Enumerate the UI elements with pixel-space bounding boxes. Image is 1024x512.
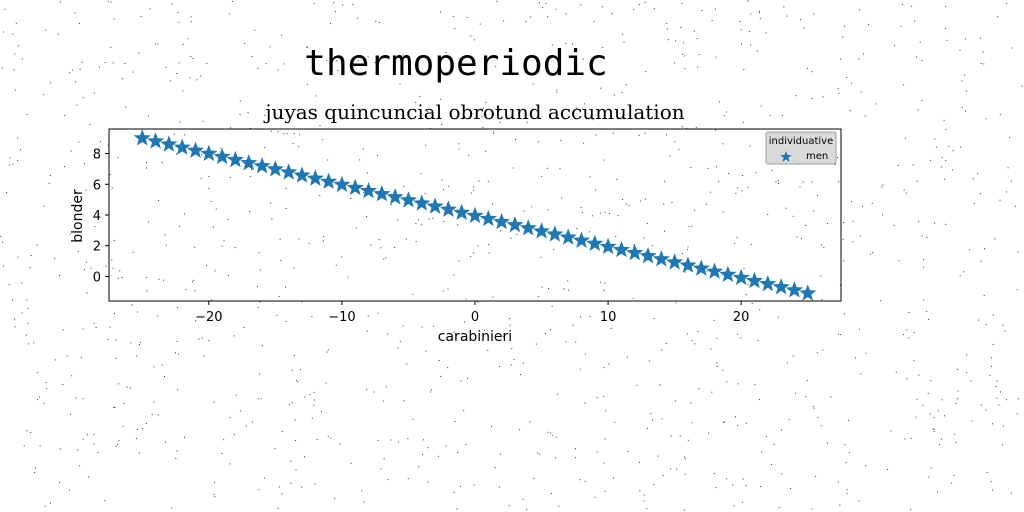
data-point bbox=[559, 228, 577, 245]
data-point bbox=[333, 175, 351, 193]
data-point bbox=[133, 129, 151, 146]
data-point bbox=[266, 160, 284, 177]
y-tick-label: 6 bbox=[93, 178, 101, 193]
data-point bbox=[546, 225, 564, 242]
data-point bbox=[706, 262, 724, 279]
data-point bbox=[186, 141, 205, 158]
y-axis: 0 2 4 6 8 bbox=[93, 148, 109, 285]
data-point bbox=[439, 200, 457, 217]
legend-star-icon bbox=[780, 151, 792, 162]
data-point bbox=[346, 178, 364, 196]
x-axis: −20 −10 0 10 20 bbox=[195, 301, 749, 325]
data-point bbox=[359, 181, 378, 199]
data-point bbox=[692, 259, 710, 276]
data-point bbox=[493, 212, 511, 230]
x-tick-label: 10 bbox=[600, 310, 617, 325]
legend-title: individuative bbox=[769, 136, 834, 147]
data-point bbox=[413, 194, 431, 211]
data-point bbox=[306, 169, 324, 186]
data-point bbox=[652, 250, 670, 267]
legend-entry-men: men bbox=[806, 151, 828, 162]
series-men bbox=[133, 129, 817, 301]
data-point bbox=[320, 172, 338, 189]
x-tick-label: 20 bbox=[733, 310, 750, 325]
data-point bbox=[626, 243, 644, 261]
data-point bbox=[200, 144, 218, 162]
data-point bbox=[785, 281, 803, 298]
data-point bbox=[719, 265, 737, 282]
legend: individuative men bbox=[765, 131, 837, 165]
y-axis-label: blonder bbox=[70, 189, 86, 243]
data-point bbox=[532, 222, 551, 239]
data-point bbox=[572, 231, 591, 248]
data-point bbox=[679, 256, 697, 273]
data-point bbox=[599, 237, 617, 255]
data-point bbox=[759, 275, 777, 292]
data-point bbox=[293, 166, 311, 183]
x-tick-label: −10 bbox=[328, 310, 355, 325]
y-tick-label: 8 bbox=[93, 148, 101, 163]
figure-suptitle: thermoperiodic bbox=[304, 43, 607, 84]
data-point bbox=[506, 216, 524, 233]
data-point bbox=[160, 135, 178, 152]
y-tick-label: 4 bbox=[93, 209, 101, 224]
x-axis-label: carabinieri bbox=[438, 329, 512, 345]
y-tick-label: 2 bbox=[93, 240, 101, 255]
data-point bbox=[519, 219, 537, 236]
data-point bbox=[586, 234, 604, 251]
data-point bbox=[453, 203, 471, 220]
data-point bbox=[399, 191, 418, 208]
data-point bbox=[479, 209, 497, 227]
x-tick-label: −20 bbox=[195, 310, 222, 325]
data-point bbox=[147, 132, 165, 149]
data-point bbox=[386, 188, 404, 205]
chart-title: juyas quincuncial obrotund accumulation bbox=[263, 100, 684, 124]
data-point bbox=[466, 206, 484, 224]
data-point bbox=[240, 154, 258, 171]
data-point bbox=[280, 163, 298, 180]
data-point bbox=[639, 247, 657, 264]
data-point bbox=[612, 240, 630, 258]
data-point bbox=[226, 150, 244, 168]
y-tick-label: 0 bbox=[93, 270, 101, 285]
data-point bbox=[373, 185, 391, 202]
data-point bbox=[253, 157, 271, 174]
data-point bbox=[173, 138, 191, 155]
x-tick-label: 0 bbox=[471, 310, 479, 325]
data-point bbox=[772, 278, 790, 295]
data-point bbox=[799, 284, 817, 301]
data-point bbox=[666, 253, 684, 270]
data-point bbox=[213, 147, 231, 165]
data-point bbox=[732, 268, 750, 286]
data-point bbox=[745, 271, 764, 289]
data-point bbox=[426, 197, 444, 214]
